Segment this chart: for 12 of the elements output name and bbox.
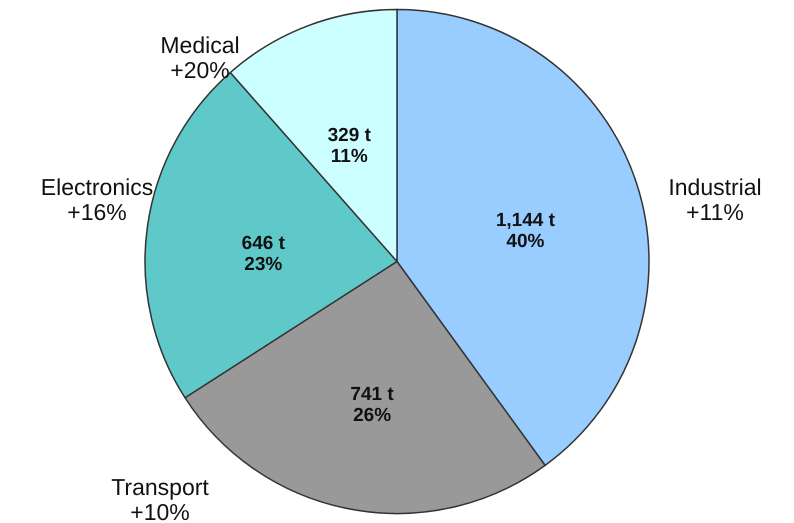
slice-label: Transport: [111, 474, 210, 500]
slice-label: Medical: [160, 32, 240, 58]
data-label: 646 t 23%: [242, 232, 286, 275]
slice-label: Electronics: [40, 174, 154, 200]
data-label: 329 t 11%: [328, 125, 372, 168]
text: +10%: [130, 499, 190, 523]
text: +11%: [686, 199, 744, 225]
data-label: 1,144 t 40%: [496, 210, 556, 252]
data-label: 741 t 26%: [350, 384, 394, 426]
text: +20%: [170, 57, 230, 83]
slice-label: Industrial: [668, 174, 762, 200]
text: +16%: [67, 199, 127, 225]
